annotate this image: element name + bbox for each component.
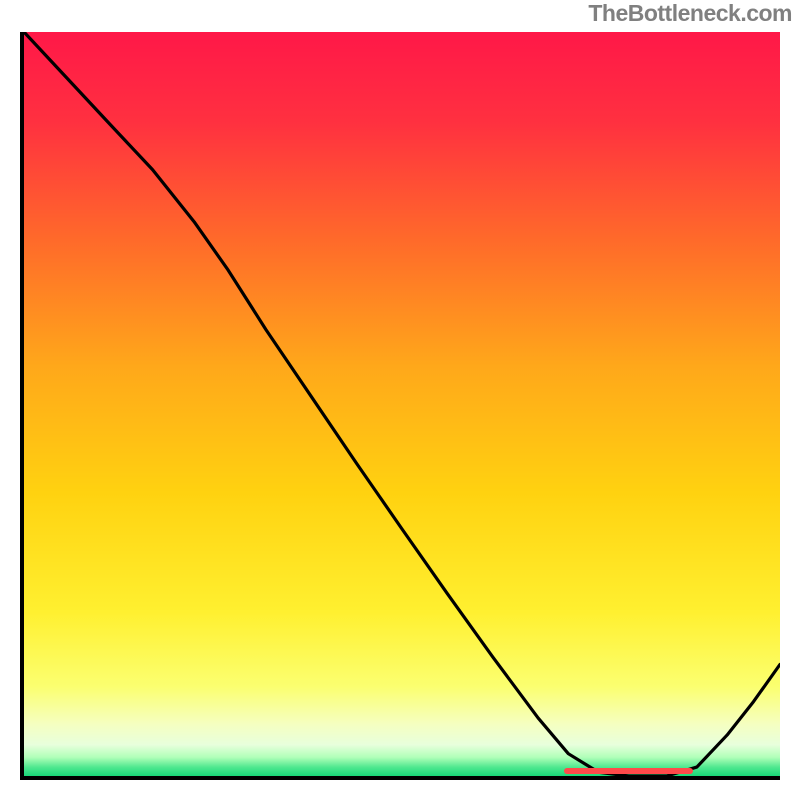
chart-frame bbox=[20, 32, 780, 780]
attribution-text: TheBottleneck.com bbox=[588, 0, 792, 27]
chart-curve bbox=[24, 32, 780, 776]
minimum-marker bbox=[564, 768, 693, 774]
